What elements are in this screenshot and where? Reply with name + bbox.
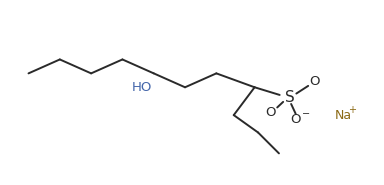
Text: O: O (265, 106, 275, 119)
Text: +: + (348, 105, 356, 115)
Text: S: S (285, 90, 294, 105)
Text: Na: Na (334, 109, 352, 122)
Text: HO: HO (132, 81, 152, 95)
Text: −: − (302, 109, 310, 119)
Text: O: O (309, 75, 320, 88)
Text: O: O (290, 113, 301, 126)
